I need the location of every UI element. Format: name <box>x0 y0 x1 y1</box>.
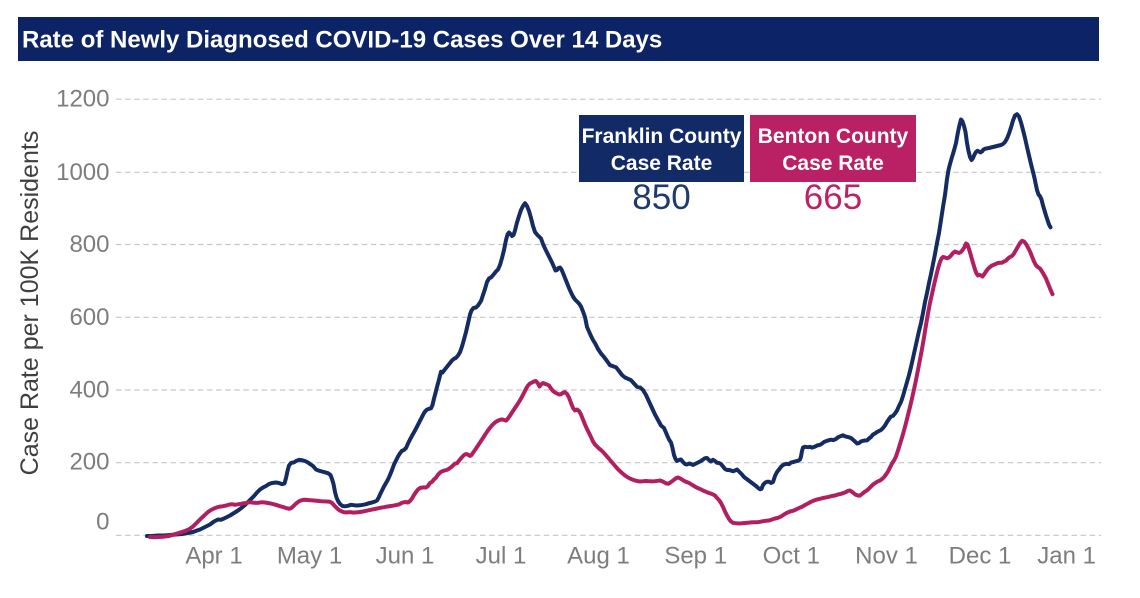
svg-text:200: 200 <box>69 449 109 476</box>
svg-text:Apr 1: Apr 1 <box>185 543 242 570</box>
svg-text:Rate of Newly Diagnosed COVID-: Rate of Newly Diagnosed COVID-19 Cases O… <box>22 27 662 54</box>
svg-text:Jul 1: Jul 1 <box>476 543 527 570</box>
svg-text:800: 800 <box>69 231 109 258</box>
svg-text:Aug 1: Aug 1 <box>567 543 630 570</box>
svg-text:1200: 1200 <box>56 86 109 113</box>
svg-text:1000: 1000 <box>56 159 109 186</box>
svg-text:Jan 1: Jan 1 <box>1037 543 1096 570</box>
svg-text:Case Rate: Case Rate <box>782 152 884 175</box>
svg-text:Franklin County: Franklin County <box>582 125 742 148</box>
svg-text:Dec 1: Dec 1 <box>949 543 1012 570</box>
svg-text:0: 0 <box>96 508 109 535</box>
svg-text:Case Rate: Case Rate <box>611 152 713 175</box>
svg-text:Case Rate per 100K Residents: Case Rate per 100K Residents <box>16 131 44 476</box>
svg-text:Sep 1: Sep 1 <box>664 543 727 570</box>
svg-text:400: 400 <box>69 377 109 404</box>
svg-text:May 1: May 1 <box>277 543 342 570</box>
svg-text:Benton County: Benton County <box>758 125 909 148</box>
svg-text:Jun 1: Jun 1 <box>376 543 435 570</box>
svg-text:600: 600 <box>69 304 109 331</box>
svg-text:Oct 1: Oct 1 <box>763 543 820 570</box>
svg-text:665: 665 <box>804 178 862 217</box>
svg-text:850: 850 <box>632 178 690 217</box>
svg-text:Nov 1: Nov 1 <box>855 543 918 570</box>
